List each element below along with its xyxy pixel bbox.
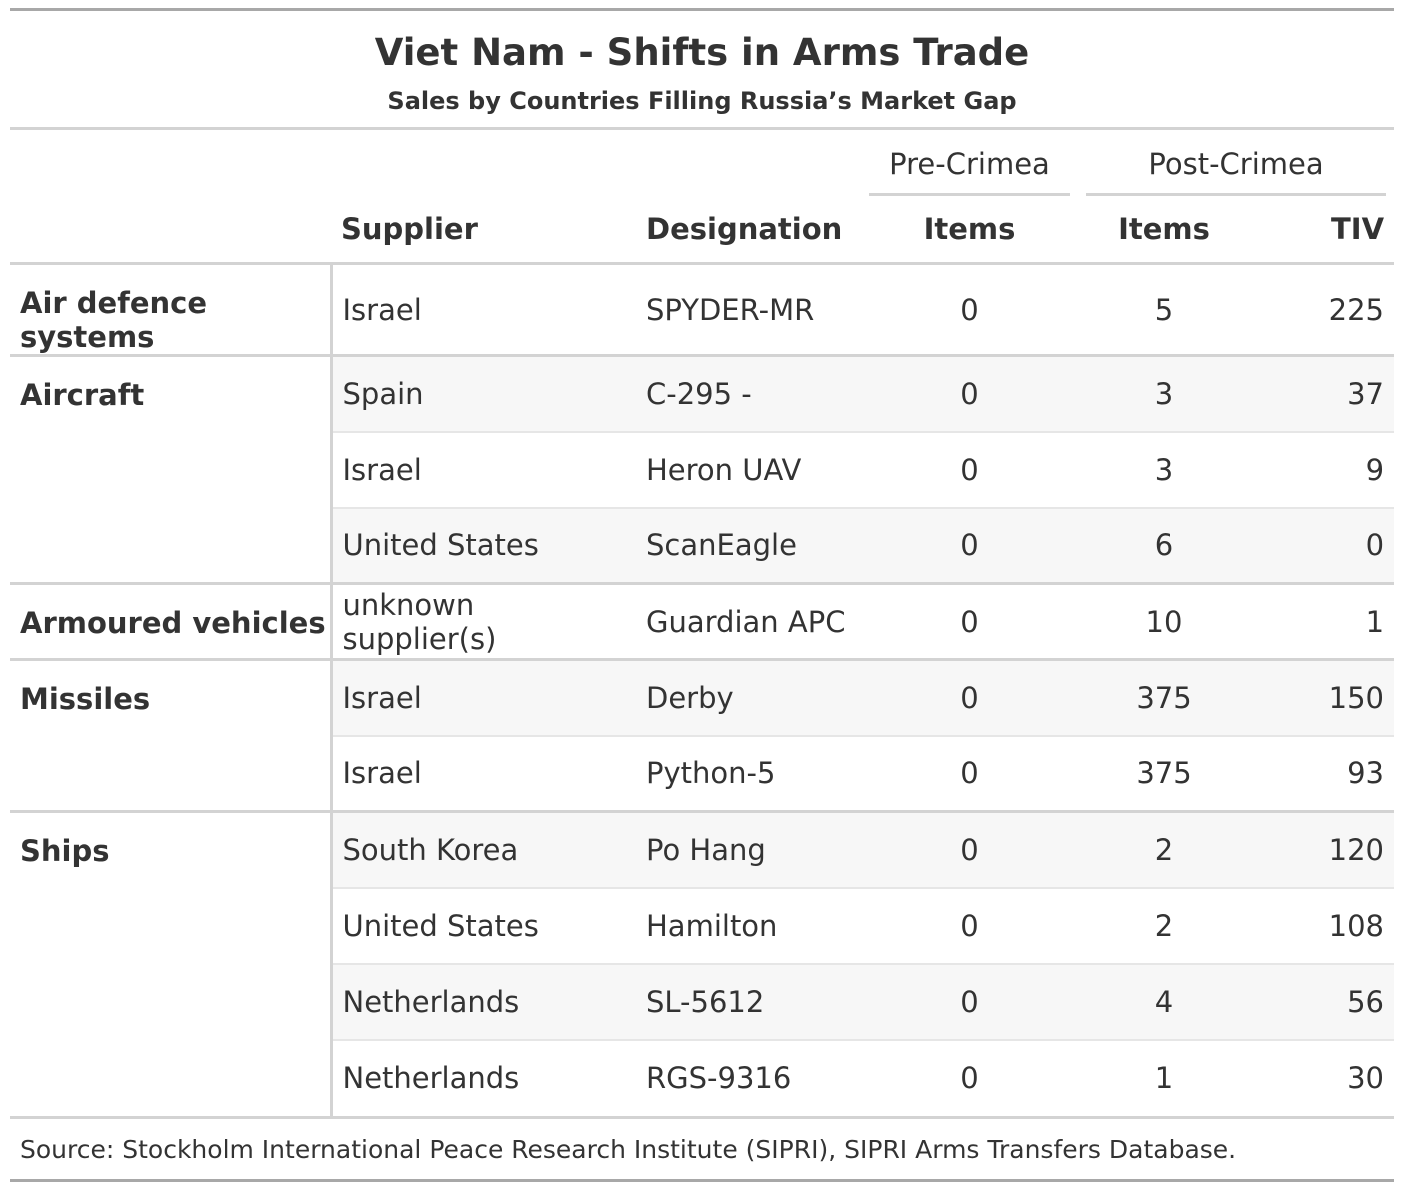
- cell-tiv: 150: [1250, 659, 1395, 736]
- cell-tiv: 1: [1365, 604, 1385, 639]
- cell-designation: SPYDER-MR: [646, 292, 815, 327]
- cell-post-items: 375: [1078, 734, 1250, 812]
- col-header-designation: Designation: [646, 212, 843, 246]
- cell-supplier: United States: [331, 506, 636, 584]
- cell-supplier: Netherlands: [331, 1038, 636, 1116]
- cell-post-items: 10: [1145, 604, 1183, 639]
- table-row: Missiles Israel Derby 0 375 150: [10, 659, 1395, 812]
- cell-pre-items: 0: [861, 430, 1078, 508]
- group-label: Ships: [10, 811, 333, 1116]
- cell-post-items: 6: [1078, 506, 1250, 584]
- cell-pre-items: 0: [861, 886, 1078, 964]
- cell-pre-items: 0: [861, 506, 1078, 584]
- cell-designation: C-295 -: [636, 355, 861, 432]
- column-header-row: Supplier Designation Items Items TIV: [10, 196, 1395, 264]
- cell-tiv: 225: [1328, 292, 1385, 327]
- spanner-post-crimea-label: Post-Crimea: [1086, 147, 1387, 196]
- col-header-post-items: Items: [1118, 212, 1210, 246]
- table-heading: Viet Nam - Shifts in Arms Trade Sales by…: [10, 11, 1394, 130]
- cell-pre-items: 0: [861, 962, 1078, 1040]
- data-table: Pre-Crimea Post-Crimea Supplier Designat…: [10, 130, 1395, 1116]
- table-row: Armoured vehicles unknown supplier(s) Guar…: [10, 583, 1395, 660]
- cell-designation: Heron UAV: [636, 430, 861, 508]
- cell-supplier: Israel: [342, 292, 422, 327]
- cell-post-items: 3: [1078, 430, 1250, 508]
- cell-designation: Derby: [636, 659, 861, 736]
- cell-designation: Guardian APC: [646, 604, 846, 639]
- table-row: Israel Python-5 0 375 93: [10, 734, 1395, 812]
- spanner-post-crimea: Post-Crimea: [1078, 130, 1394, 196]
- cell-post-items: 2: [1078, 811, 1250, 888]
- cell-pre-items: 0: [861, 734, 1078, 812]
- group-label: Air defence systems: [10, 263, 333, 356]
- cell-tiv: 93: [1250, 734, 1395, 812]
- cell-supplier: Israel: [331, 659, 636, 736]
- cell-supplier: Spain: [331, 355, 636, 432]
- cell-pre-items: 0: [861, 1038, 1078, 1116]
- cell-supplier: Netherlands: [331, 962, 636, 1040]
- table-row: Aircraft Spain C-295 -0 3 37: [10, 355, 1395, 584]
- col-header-pre-items: Items: [923, 212, 1016, 246]
- table-footer: Source: Stockholm International Peace Re…: [10, 1115, 1394, 1182]
- table-subtitle: Sales by Countries Filling Russia’s Mark…: [387, 87, 1017, 115]
- table-row: Netherlands SL-5612 0 4 56: [10, 962, 1395, 1040]
- source-note: Source: Stockholm International Peace Re…: [10, 1119, 1394, 1182]
- spanner-pre-crimea-label: Pre-Crimea: [869, 147, 1070, 196]
- table-row: Israel Heron UAV 0 3 9: [10, 430, 1395, 508]
- table-row: Ships South Korea Po Hang 0 2 120: [10, 811, 1395, 1116]
- spanner-row: Pre-Crimea Post-Crimea: [10, 130, 1394, 196]
- cell-tiv: 30: [1250, 1038, 1395, 1116]
- cell-tiv: 56: [1250, 962, 1395, 1040]
- table-title: Viet Nam - Shifts in Arms Trade: [374, 31, 1030, 74]
- arms-trade-table: Viet Nam - Shifts in Arms Trade Sales by…: [10, 8, 1395, 1182]
- group-label: Missiles: [10, 659, 333, 812]
- table-body: Air defence systems Israel SPYDER-MR 0 5 225 A…: [10, 263, 1395, 1116]
- col-header-tiv: TIV: [1331, 212, 1385, 246]
- cell-designation: Python-5: [636, 734, 861, 812]
- cell-supplier: Israel: [331, 734, 636, 812]
- cell-designation: RGS-9316: [636, 1038, 861, 1116]
- cell-post-items: 375: [1078, 659, 1250, 736]
- cell-post-items: 5: [1154, 292, 1174, 327]
- cell-designation: SL-5612: [636, 962, 861, 1040]
- cell-pre-items: 0: [861, 355, 1078, 432]
- group-label: Armoured vehicles: [10, 583, 333, 660]
- table-row: Air defence systems Israel SPYDER-MR 0 5 225: [10, 263, 1394, 356]
- col-header-supplier: Supplier: [341, 212, 478, 246]
- cell-post-items: 3: [1078, 355, 1250, 432]
- cell-supplier: United States: [331, 886, 636, 964]
- cell-designation: Hamilton: [636, 886, 861, 964]
- cell-tiv: 120: [1250, 811, 1395, 888]
- table-row: Netherlands RGS-9316 0 1 30: [10, 1038, 1395, 1116]
- group-label: Aircraft: [10, 355, 333, 584]
- cell-tiv: 108: [1250, 886, 1395, 964]
- table-row: United States ScanEagle 0 6 0: [10, 506, 1395, 584]
- cell-post-items: 4: [1078, 962, 1250, 1040]
- table-row: United States Hamilton 0 2 108: [10, 886, 1395, 964]
- cell-tiv: 9: [1250, 430, 1395, 508]
- cell-tiv: 0: [1250, 506, 1395, 584]
- cell-post-items: 2: [1078, 886, 1250, 964]
- cell-pre-items: 0: [960, 292, 979, 327]
- cell-designation: ScanEagle: [636, 506, 861, 584]
- cell-pre-items: 0: [960, 604, 979, 639]
- cell-supplier: Israel: [331, 430, 636, 508]
- cell-pre-items: 0: [861, 811, 1078, 888]
- cell-designation: Po Hang: [636, 811, 861, 888]
- cell-post-items: 1: [1078, 1038, 1250, 1116]
- cell-pre-items: 0: [861, 659, 1078, 736]
- spanner-pre-crimea: Pre-Crimea: [861, 130, 1078, 196]
- cell-supplier: South Korea: [331, 811, 636, 888]
- cell-tiv: 37: [1250, 355, 1395, 432]
- cell-supplier: unknown supplier(s): [342, 587, 497, 656]
